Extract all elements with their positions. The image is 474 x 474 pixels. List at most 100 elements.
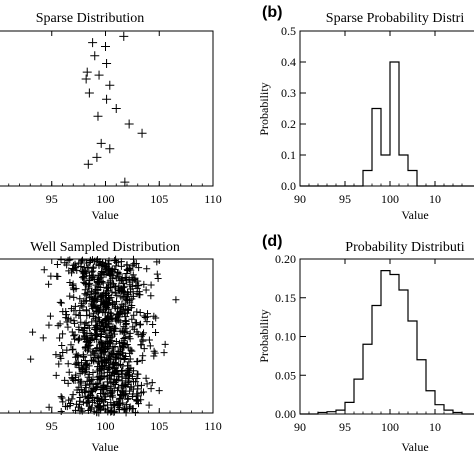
panel-c-point <box>64 379 72 387</box>
panel-c-point <box>117 258 125 266</box>
panel-c-x-tick-label: 110 <box>204 419 222 433</box>
panel-c-point <box>66 279 74 287</box>
panel-c-point <box>94 313 102 321</box>
panel-a-point <box>94 70 104 80</box>
panel-c-point <box>76 311 84 319</box>
panel-c-point <box>77 405 85 413</box>
panel-c-point <box>57 256 65 264</box>
panel-c-point <box>93 393 101 401</box>
panel-c-point <box>89 301 97 309</box>
panel-c-point <box>78 256 86 264</box>
panel-c-point <box>108 288 116 296</box>
panel-c-point <box>76 379 84 387</box>
panel-c-point <box>69 345 77 353</box>
panel-c-point <box>111 257 119 265</box>
panel-a-point <box>120 177 130 187</box>
panel-d-x-tick-label: 10 <box>429 420 441 434</box>
panel-c-point <box>131 319 139 327</box>
panel-c-point <box>76 307 84 315</box>
panel-c-point <box>81 268 89 276</box>
panel-b-y-axis: 0.0 0.1 0.2 0.3 0.4 0.5 <box>281 24 306 193</box>
panel-b-y-tick-label: 0.0 <box>281 179 296 193</box>
panel-c-point <box>97 337 105 345</box>
panel-c-point <box>84 342 92 350</box>
panel-c-point <box>72 311 80 319</box>
panel-c-point <box>27 355 35 363</box>
panel-c-point <box>82 306 90 314</box>
panel-c-point <box>63 318 71 326</box>
panel-c-point <box>53 261 61 269</box>
panel-b-y-tick-label: 0.2 <box>281 117 296 131</box>
panel-c-point <box>56 352 64 360</box>
panel-c-point <box>126 387 134 395</box>
panel-c-point <box>123 261 131 269</box>
panel-b-x-tick-label: 90 <box>294 192 306 206</box>
panel-c-point <box>124 394 132 402</box>
panel-c-point <box>129 323 137 331</box>
panel-c-point <box>112 255 120 263</box>
panel-b: (b) Sparse Probability Distri 0.00.10.20… <box>257 4 474 222</box>
panel-c-point <box>56 320 64 328</box>
panel-d-y-tick-label: 0.00 <box>275 407 296 421</box>
panel-c-title: Well Sampled Distribution <box>30 240 180 255</box>
panel-c-point <box>81 356 89 364</box>
panel-c-point <box>78 267 86 275</box>
panel-c-point <box>145 336 153 344</box>
panel-a-x-tick-label: 100 <box>97 192 115 206</box>
panel-c-point <box>94 322 102 330</box>
panel-c-point <box>133 397 141 405</box>
panel-b-title: Sparse Probability Distri <box>326 11 465 26</box>
panel-c-point <box>148 379 156 387</box>
panel-c-point <box>126 329 134 337</box>
panel-c-point <box>129 271 137 279</box>
panel-d-title: Probability Distributi <box>345 240 465 255</box>
panel-c-point <box>77 318 85 326</box>
panel-c-point <box>58 299 66 307</box>
panel-c-point <box>138 356 146 364</box>
panel-c-point <box>118 366 126 374</box>
panel-c-point <box>68 395 76 403</box>
panel-c-point <box>87 405 95 413</box>
panel-c-point <box>68 328 76 336</box>
panel-c-point <box>89 375 97 383</box>
panel-a-plot-frame <box>0 30 214 187</box>
panel-c-point <box>114 399 122 407</box>
panel-c-point <box>53 272 61 280</box>
panel-c-point <box>98 267 106 275</box>
panel-c-point <box>75 334 83 342</box>
panel-a-point <box>92 152 102 162</box>
panel-c-point <box>94 395 102 403</box>
panel-a-point <box>102 59 112 69</box>
panel-b-x-axis: 90 95 100 10 <box>294 31 463 206</box>
panel-a: Sparse Distribution 95 100 105 110 Value <box>0 11 222 222</box>
panel-c-point <box>52 351 60 359</box>
panel-c-point <box>66 292 74 300</box>
panel-a-point <box>82 67 92 77</box>
panel-c-point <box>85 370 93 378</box>
panel-c-point <box>75 323 83 331</box>
panel-b-x-tick-label: 100 <box>381 192 399 206</box>
panel-c-point <box>47 272 55 280</box>
panel-c-point <box>100 354 108 362</box>
panel-c-point <box>78 257 86 265</box>
panel-c-point <box>99 381 107 389</box>
panel-c-point <box>58 342 66 350</box>
panel-c-point <box>131 274 139 282</box>
panel-c-point <box>116 303 124 311</box>
panel-d-histogram-outline <box>300 270 474 415</box>
panel-c-point <box>76 393 84 401</box>
panel-c-point <box>144 310 151 318</box>
panel-c-point <box>117 360 125 368</box>
panel-c-point <box>79 351 87 359</box>
panel-c-point <box>71 406 79 414</box>
panel-c-point <box>56 298 64 306</box>
panel-c-point <box>74 336 82 344</box>
panel-a-point <box>93 111 103 121</box>
panel-c-point <box>70 293 78 301</box>
panel-c-point <box>58 394 66 402</box>
panel-c-point <box>82 361 90 369</box>
panel-b-letter: (b) <box>262 4 282 21</box>
panel-c-point <box>132 259 140 267</box>
panel-c-point <box>55 360 63 368</box>
panel-c-point <box>128 315 136 323</box>
